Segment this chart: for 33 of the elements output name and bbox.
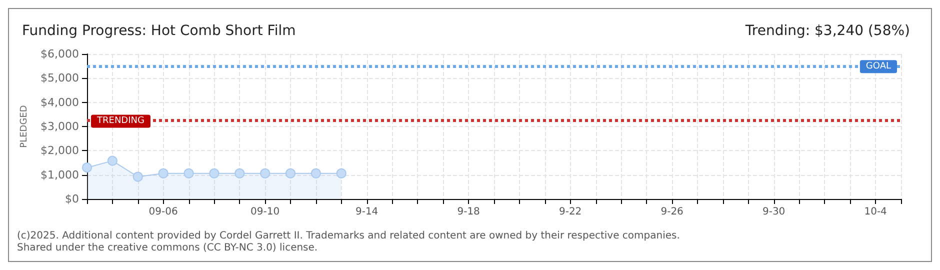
y-tick-label: $6,000 — [40, 48, 79, 60]
y-tick-label: $4,000 — [40, 96, 79, 109]
point — [234, 168, 245, 178]
point — [310, 168, 321, 178]
x-tick-label: 9-18 — [457, 206, 480, 218]
y-tick-label: $1,000 — [40, 168, 79, 182]
ref-line-label: TRENDING — [96, 116, 144, 126]
point — [286, 168, 296, 178]
x-tick-label: 10-4 — [864, 206, 887, 218]
text: (c)2025. Additional content provided by Cordel Garrett II. Trademarks and related content are owned by their respective companies. — [17, 230, 680, 242]
x-tick-label: 9-30 — [762, 206, 786, 218]
point — [82, 162, 92, 173]
point — [132, 172, 143, 182]
x-tick-label: 9-14 — [355, 206, 378, 218]
y-tick-label: $2,000 — [40, 144, 79, 158]
point — [158, 168, 168, 178]
chart-subtitle: Trending: $3,240 (58%) — [744, 23, 910, 39]
point — [260, 168, 270, 178]
x-tick-label: 9-22 — [558, 206, 582, 218]
y-tick-label: $5,000 — [40, 72, 79, 85]
point — [336, 168, 346, 178]
y-tick-label: $0 — [65, 192, 79, 206]
ref-line-label: GOAL — [866, 62, 891, 72]
point — [209, 168, 220, 178]
chart-title: Funding Progress: Hot Comb Short Film — [22, 23, 296, 39]
point — [184, 168, 194, 178]
text: Shared under the creative commons (CC BY-NC 3.0) license. — [17, 242, 318, 254]
y-tick-label: $3,000 — [40, 120, 79, 133]
x-tick-label: 9-26 — [660, 206, 684, 218]
y-axis-title: PLEDGED — [20, 105, 30, 148]
x-tick-label: 09-10 — [250, 206, 280, 218]
point — [107, 156, 118, 166]
x-tick-label: 09-06 — [148, 206, 178, 218]
